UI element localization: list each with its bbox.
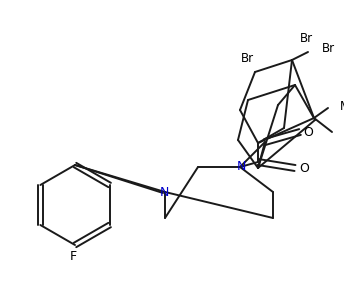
Text: F: F <box>69 250 77 263</box>
Text: Br: Br <box>299 32 313 44</box>
Text: Me: Me <box>340 100 344 112</box>
Text: N: N <box>236 160 246 173</box>
Text: O: O <box>299 161 309 175</box>
Text: O: O <box>303 125 313 139</box>
Text: Br: Br <box>321 43 335 56</box>
Text: N: N <box>159 185 169 199</box>
Text: Br: Br <box>240 52 254 64</box>
